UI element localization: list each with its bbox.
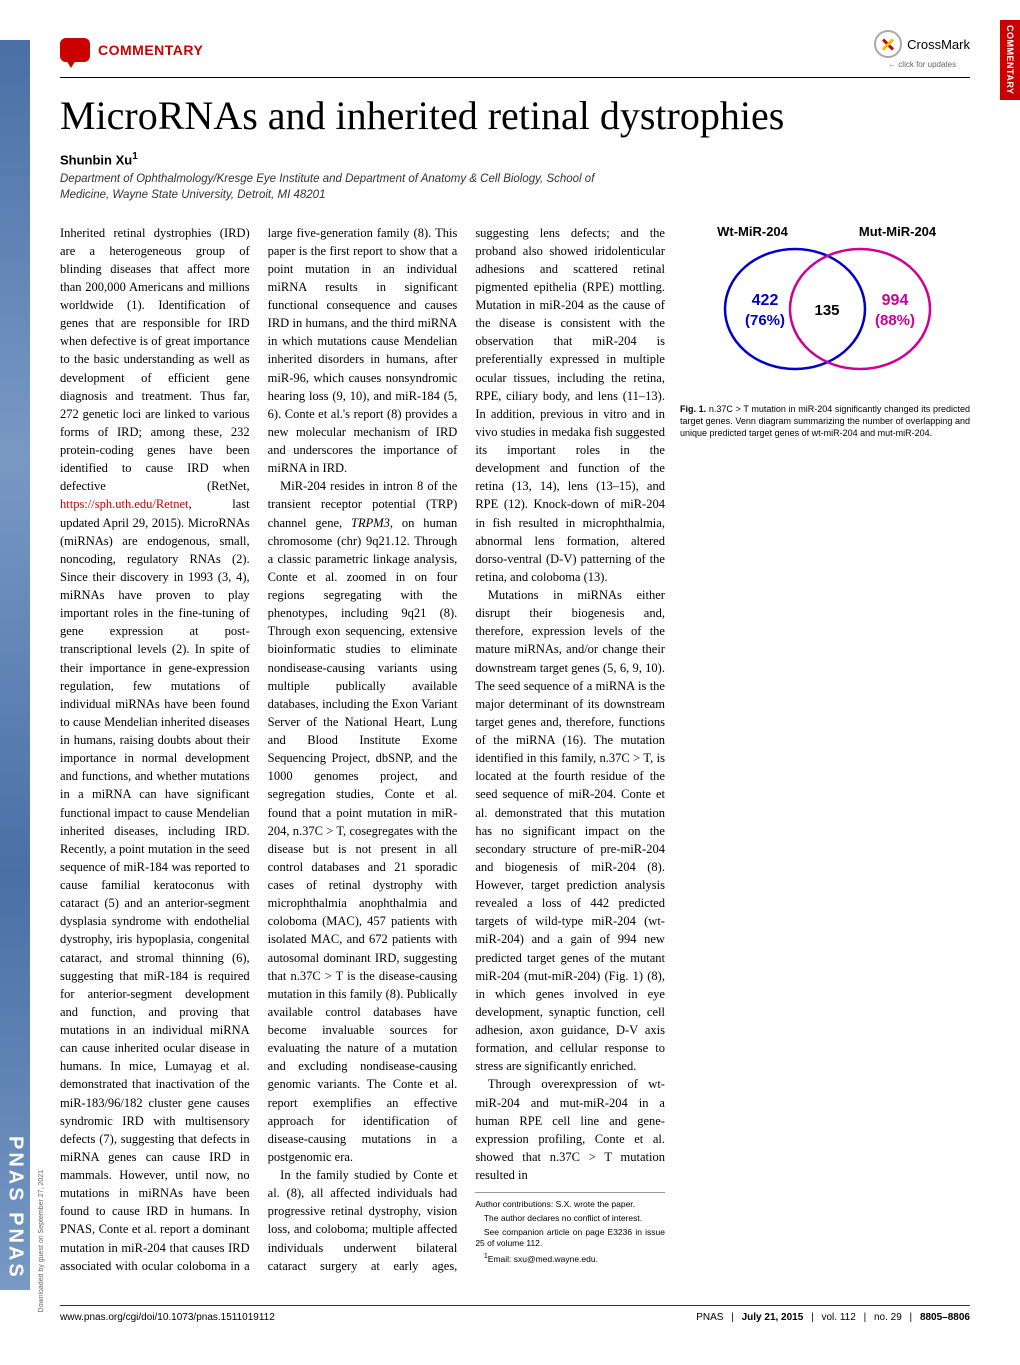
crossmark-brand: CrossMark xyxy=(907,37,970,52)
venn-diagram: 422 (76%) 135 994 (88%) xyxy=(685,239,965,389)
section-side-tab: COMMENTARY xyxy=(1000,20,1020,100)
svg-text:(88%): (88%) xyxy=(875,312,915,329)
figure-1: Wt-MiR-204 Mut-MiR-204 422 (76%) 135 994… xyxy=(680,224,970,439)
pnas-sidebar-strip: PNAS PNAS xyxy=(0,40,30,1290)
author-notes: Author contributions: S.X. wrote the pap… xyxy=(475,1192,665,1265)
author-affiliation: Department of Ophthalmology/Kresge Eye I… xyxy=(60,171,600,203)
commentary-text: COMMENTARY xyxy=(98,42,203,58)
venn-label-left: Wt-MiR-204 xyxy=(680,224,825,239)
retnet-link[interactable]: https://sph.uth.edu/Retnet xyxy=(60,497,188,511)
top-divider xyxy=(60,77,970,78)
speech-bubble-icon xyxy=(60,38,90,62)
article-title: MicroRNAs and inherited retinal dystroph… xyxy=(60,92,970,139)
doi-link[interactable]: www.pnas.org/cgi/doi/10.1073/pnas.151101… xyxy=(60,1312,275,1323)
article-body: Inherited retinal dystrophies (IRD) are … xyxy=(60,224,665,1275)
svg-text:994: 994 xyxy=(882,292,909,309)
figure-caption: Fig. 1. n.37C > T mutation in miR-204 si… xyxy=(680,403,970,439)
svg-text:422: 422 xyxy=(752,292,779,309)
page-footer: www.pnas.org/cgi/doi/10.1073/pnas.151101… xyxy=(60,1305,970,1323)
venn-label-right: Mut-MiR-204 xyxy=(825,224,970,239)
author-name: Shunbin Xu1 xyxy=(60,151,970,167)
svg-text:(76%): (76%) xyxy=(745,312,785,329)
crossmark-widget[interactable]: CrossMark ← click for updates xyxy=(874,30,970,69)
crossmark-icon xyxy=(874,30,902,58)
download-note: Downloaded by guest on September 27, 202… xyxy=(38,1170,45,1312)
crossmark-subtext: ← click for updates xyxy=(888,60,956,69)
svg-text:135: 135 xyxy=(814,302,839,319)
commentary-label: COMMENTARY xyxy=(60,38,203,62)
